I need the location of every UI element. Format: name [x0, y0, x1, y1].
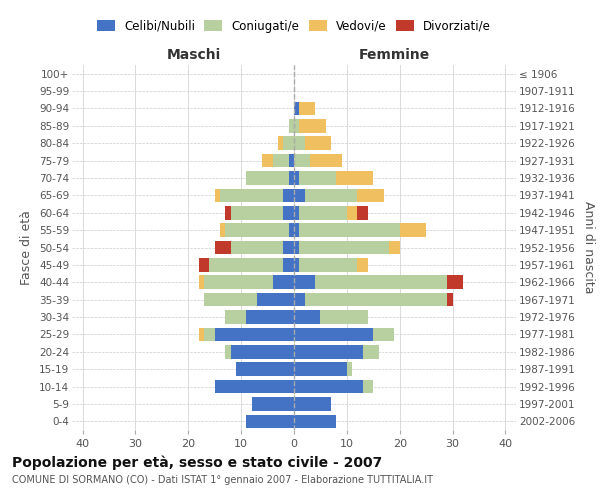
Bar	[294, 171, 299, 185]
Bar	[294, 136, 305, 150]
Bar	[294, 345, 363, 358]
Bar	[220, 188, 283, 202]
Bar	[220, 224, 225, 237]
Bar	[294, 328, 373, 341]
Y-axis label: Fasce di età: Fasce di età	[20, 210, 34, 285]
Bar	[320, 310, 368, 324]
Bar	[358, 258, 368, 272]
Bar	[294, 224, 299, 237]
Bar	[294, 188, 305, 202]
Text: Popolazione per età, sesso e stato civile - 2007: Popolazione per età, sesso e stato civil…	[12, 455, 382, 469]
Bar	[294, 362, 347, 376]
Bar	[230, 345, 294, 358]
Bar	[305, 188, 358, 202]
Bar	[299, 240, 389, 254]
Bar	[336, 171, 373, 185]
Bar	[294, 119, 299, 132]
Bar	[236, 362, 294, 376]
Bar	[294, 293, 305, 306]
Bar	[310, 154, 341, 168]
Bar	[289, 171, 294, 185]
Bar	[294, 154, 310, 168]
Bar	[204, 293, 257, 306]
Bar	[199, 276, 204, 289]
Bar	[215, 328, 294, 341]
Bar	[294, 276, 315, 289]
Bar	[215, 188, 220, 202]
Bar	[283, 206, 294, 220]
Bar	[315, 276, 447, 289]
Bar	[225, 345, 230, 358]
Bar	[215, 380, 294, 394]
Bar	[294, 380, 363, 394]
Bar	[283, 136, 294, 150]
Bar	[199, 258, 209, 272]
Bar	[247, 414, 294, 428]
Bar	[373, 328, 394, 341]
Bar	[347, 206, 358, 220]
Bar	[299, 119, 326, 132]
Bar	[252, 397, 294, 410]
Bar	[447, 293, 452, 306]
Bar	[294, 310, 320, 324]
Bar	[289, 154, 294, 168]
Bar	[294, 206, 299, 220]
Bar	[299, 206, 347, 220]
Bar	[305, 136, 331, 150]
Bar	[363, 345, 379, 358]
Bar	[389, 240, 400, 254]
Bar	[363, 380, 373, 394]
Bar	[283, 240, 294, 254]
Bar	[273, 154, 289, 168]
Bar	[283, 258, 294, 272]
Text: Maschi: Maschi	[167, 48, 221, 62]
Bar	[294, 397, 331, 410]
Bar	[299, 258, 358, 272]
Bar	[447, 276, 463, 289]
Bar	[273, 276, 294, 289]
Text: COMUNE DI SORMANO (CO) - Dati ISTAT 1° gennaio 2007 - Elaborazione TUTTITALIA.IT: COMUNE DI SORMANO (CO) - Dati ISTAT 1° g…	[12, 475, 433, 485]
Bar	[199, 328, 204, 341]
Bar	[289, 119, 294, 132]
Text: Femmine: Femmine	[358, 48, 430, 62]
Bar	[299, 102, 315, 115]
Bar	[299, 224, 400, 237]
Bar	[294, 240, 299, 254]
Bar	[299, 171, 336, 185]
Bar	[230, 240, 283, 254]
Bar	[400, 224, 426, 237]
Bar	[225, 310, 247, 324]
Bar	[283, 188, 294, 202]
Bar	[225, 224, 289, 237]
Bar	[225, 206, 230, 220]
Bar	[247, 310, 294, 324]
Y-axis label: Anni di nascita: Anni di nascita	[582, 201, 595, 294]
Bar	[247, 171, 289, 185]
Bar	[294, 102, 299, 115]
Bar	[204, 276, 273, 289]
Bar	[347, 362, 352, 376]
Bar	[209, 258, 283, 272]
Bar	[204, 328, 215, 341]
Bar	[262, 154, 273, 168]
Bar	[230, 206, 283, 220]
Bar	[289, 224, 294, 237]
Bar	[294, 414, 336, 428]
Legend: Celibi/Nubili, Coniugati/e, Vedovi/e, Divorziati/e: Celibi/Nubili, Coniugati/e, Vedovi/e, Di…	[97, 20, 491, 33]
Bar	[358, 188, 384, 202]
Bar	[305, 293, 447, 306]
Bar	[294, 258, 299, 272]
Bar	[257, 293, 294, 306]
Bar	[358, 206, 368, 220]
Bar	[215, 240, 230, 254]
Bar	[278, 136, 283, 150]
